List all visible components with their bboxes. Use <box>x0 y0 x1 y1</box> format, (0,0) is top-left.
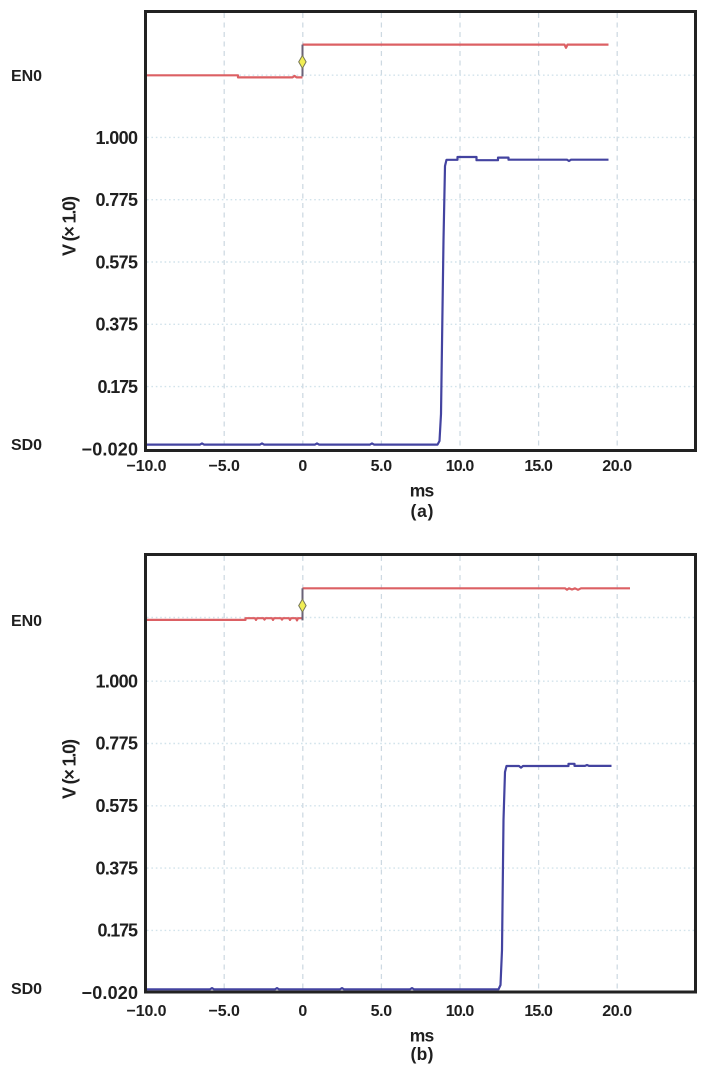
svg-text:0.375: 0.375 <box>96 858 139 878</box>
svg-text:0.175: 0.175 <box>98 921 139 941</box>
svg-text:1.000: 1.000 <box>96 671 139 691</box>
svg-text:0.775: 0.775 <box>96 734 139 754</box>
svg-text:ms: ms <box>410 481 435 501</box>
svg-text:1.000: 1.000 <box>96 128 139 148</box>
svg-text:0.375: 0.375 <box>96 315 139 335</box>
svg-text:15.0: 15.0 <box>524 1003 553 1020</box>
svg-text:10.0: 10.0 <box>446 1003 475 1020</box>
svg-text:20.0: 20.0 <box>602 458 632 475</box>
svg-text:5.0: 5.0 <box>371 1003 393 1020</box>
svg-text:0.775: 0.775 <box>96 190 139 210</box>
svg-text:(a): (a) <box>411 501 434 521</box>
svg-text:0: 0 <box>298 1003 307 1020</box>
svg-text:−0.020: −0.020 <box>82 439 139 459</box>
svg-text:0.575: 0.575 <box>96 252 139 272</box>
svg-text:0.575: 0.575 <box>96 796 139 816</box>
svg-text:EN0: EN0 <box>11 613 42 630</box>
svg-text:−5.0: −5.0 <box>208 458 240 475</box>
svg-text:0.175: 0.175 <box>98 377 139 397</box>
svg-text:5.0: 5.0 <box>371 458 393 475</box>
svg-text:20.0: 20.0 <box>602 1003 632 1020</box>
svg-text:SD0: SD0 <box>11 437 42 454</box>
svg-text:−10.0: −10.0 <box>127 458 167 475</box>
svg-text:SD0: SD0 <box>11 981 42 998</box>
svg-text:−5.0: −5.0 <box>208 1003 240 1020</box>
svg-text:15.0: 15.0 <box>524 458 553 475</box>
svg-text:0: 0 <box>298 458 307 475</box>
svg-text:10.0: 10.0 <box>446 458 475 475</box>
svg-text:V (× 1.0): V (× 1.0) <box>60 739 80 799</box>
svg-text:−0.020: −0.020 <box>82 983 139 1003</box>
svg-text:ms: ms <box>410 1026 435 1046</box>
svg-text:EN0: EN0 <box>11 68 42 85</box>
svg-text:V (× 1.0): V (× 1.0) <box>60 196 80 256</box>
svg-text:−10.0: −10.0 <box>127 1003 167 1020</box>
svg-text:(b): (b) <box>411 1044 434 1064</box>
